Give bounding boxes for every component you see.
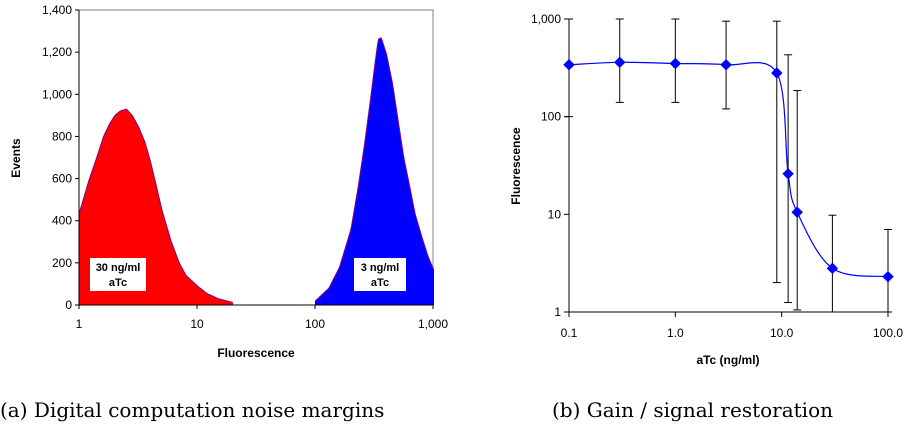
y-tick-label: 100 xyxy=(541,110,561,124)
line-series xyxy=(563,18,894,313)
x-tick-label: 10.0 xyxy=(770,326,794,340)
y-tick-label: 1,000 xyxy=(42,87,72,101)
annotation-line: aTc xyxy=(371,277,389,289)
x-axis-title: aTc (ng/ml) xyxy=(696,353,759,367)
y-tick-label: 800 xyxy=(52,129,72,143)
histogram-chart: 0 200 400 600 800 1,000 1,200 1,400 1 10 100 1,000… xyxy=(0,3,448,422)
data-point-marker xyxy=(771,67,783,79)
x-tick-label: 1.0 xyxy=(667,326,684,340)
x-tick-label: 100.0 xyxy=(873,326,903,340)
x-tick-label: 0.1 xyxy=(561,326,578,340)
y-axis-title: Events xyxy=(9,138,23,178)
y-tick-label: 200 xyxy=(52,256,72,270)
x-tick-label: 1,000 xyxy=(418,317,448,331)
histogram-series-red xyxy=(79,108,233,305)
x-axis-title: Fluorescence xyxy=(217,346,295,360)
y-tick-label: 1,200 xyxy=(42,45,72,59)
series-line xyxy=(568,61,889,278)
y-tick-label: 400 xyxy=(52,214,72,228)
annotation-box xyxy=(90,258,146,291)
error-bar xyxy=(772,20,781,284)
annotation-line: 3 ng/ml xyxy=(361,262,400,274)
data-point-marker xyxy=(614,56,626,69)
data-point-marker xyxy=(826,262,839,275)
y-tick-label: 1,000 xyxy=(531,12,561,26)
y-tick-label: 10 xyxy=(548,207,562,221)
y-axis-title: Fluorescence xyxy=(509,127,523,205)
data-point-marker xyxy=(669,57,682,70)
data-point-marker xyxy=(563,59,575,71)
annotation-line: 30 ng/ml xyxy=(96,262,141,274)
x-tick-label: 10 xyxy=(190,317,204,331)
data-point-marker xyxy=(782,168,794,180)
y-tick-label: 1 xyxy=(554,305,561,319)
y-tick-label: 1,400 xyxy=(42,3,72,17)
annotation-red: 30 ng/ml aTc xyxy=(90,258,146,291)
annotation-line: aTc xyxy=(109,277,127,289)
annotation-blue: 3 ng/ml aTc xyxy=(354,258,406,291)
caption-b: (b) Gain / signal restoration xyxy=(552,398,833,422)
y-tick-label: 600 xyxy=(52,172,72,186)
y-tick-label: 0 xyxy=(65,298,72,312)
data-point-marker xyxy=(882,270,894,283)
x-tick-label: 1 xyxy=(76,317,83,331)
annotation-box xyxy=(354,258,406,291)
error-bar xyxy=(884,228,892,313)
x-tick-label: 100 xyxy=(305,317,325,331)
error-bar xyxy=(793,90,802,311)
histogram-outline xyxy=(315,37,434,302)
data-point-marker xyxy=(720,59,732,71)
caption-a: (a) Digital computation noise margins xyxy=(0,398,384,422)
data-point-marker xyxy=(791,206,803,218)
histogram-outline xyxy=(79,108,233,303)
